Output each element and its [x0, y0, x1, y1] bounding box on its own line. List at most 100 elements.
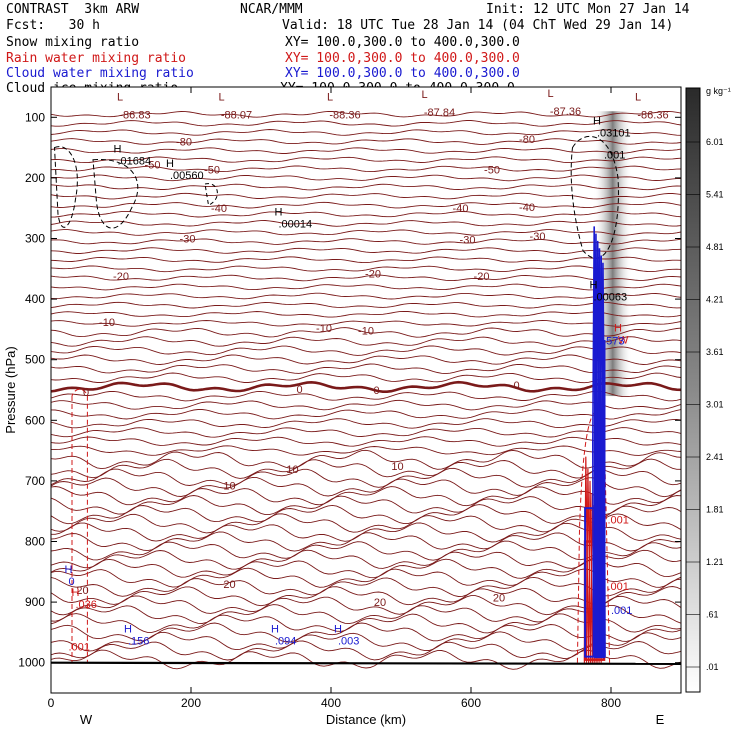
cloud-water-high-value: .003	[338, 635, 359, 647]
temperature-label: -20	[113, 271, 129, 283]
y-tick-label: 1000	[18, 656, 45, 670]
temperature-contour	[51, 467, 681, 488]
y-tick-label: 800	[25, 535, 45, 549]
header-org: NCAR/MMM	[240, 2, 303, 17]
temperature-label: -80	[176, 137, 192, 149]
field-rain-xy: XY= 100.0,300.0 to 400.0,300.0	[285, 51, 520, 66]
temperature-contour	[51, 156, 681, 164]
colorbar-tick-label: 4.81	[706, 242, 724, 252]
rain-high-marker: H	[72, 587, 80, 599]
snow-high-value: .00014	[279, 219, 313, 231]
temperature-label: 20	[493, 592, 505, 604]
x-tick-label: 800	[601, 696, 621, 710]
temperature-label: 0	[373, 385, 379, 397]
surface-line	[51, 661, 681, 666]
snow-high-marker: H	[166, 158, 174, 170]
temperature-label: -40	[453, 203, 469, 215]
temperature-contour	[51, 183, 681, 191]
temperature-label: -50	[145, 160, 161, 172]
cloud-water-high-value: .094	[275, 635, 296, 647]
low-marker: L	[548, 88, 554, 100]
temperature-contour	[51, 256, 681, 264]
snow-high-value: .00063	[594, 291, 628, 303]
temperature-contour	[51, 418, 681, 429]
temperature-contour	[51, 345, 681, 356]
temperature-label: 20	[223, 579, 235, 591]
colorbar-tick-label: 3.61	[706, 347, 724, 357]
colorbar-tick-label: 6.01	[706, 137, 724, 147]
y-tick-label: 600	[25, 413, 45, 427]
temperature-label: 0	[83, 387, 89, 399]
cloud-water-core	[594, 340, 606, 659]
temperature-contour	[51, 210, 681, 218]
temperature-contour	[51, 120, 681, 127]
temperature-contour	[51, 458, 681, 479]
temperature-label: -80	[519, 134, 535, 146]
contour-label: .001	[608, 514, 629, 526]
snow-contour	[53, 146, 78, 228]
cloud-water-high-marker: H	[593, 323, 601, 335]
colorbar-tick-label: 1.81	[706, 505, 724, 515]
low-marker: L	[327, 91, 333, 103]
west-label: W	[80, 712, 93, 727]
header-fcst: Fcst: 30 h	[6, 18, 100, 33]
rain-high-value: W	[618, 334, 629, 346]
low-marker: L	[219, 91, 225, 103]
header-init: Init: 12 UTC Mon 27 Jan 14	[486, 2, 690, 17]
temperature-contour	[51, 192, 681, 200]
snow-contour	[570, 135, 619, 259]
temperature-contour	[51, 631, 681, 652]
temperature-contour	[51, 504, 681, 525]
temperature-label: 0	[513, 380, 519, 392]
temperature-contour	[51, 613, 681, 634]
temperature-contour	[51, 604, 681, 625]
snow-high-marker: H	[275, 207, 283, 219]
cloud-water-high-value: .156	[128, 635, 149, 647]
colorbar-unit: g kg⁻¹	[706, 86, 731, 96]
temperature-contour	[51, 292, 681, 300]
temperature-label: -20	[474, 271, 490, 283]
low-marker: L	[635, 91, 641, 103]
temperature-contour	[51, 265, 681, 273]
contour-label: .001	[611, 605, 632, 617]
y-tick-label: 200	[25, 171, 45, 185]
temperature-contour	[51, 558, 681, 579]
east-label: E	[656, 712, 665, 727]
temperature-contour	[51, 310, 681, 318]
colorbar-tick-label: 5.41	[706, 190, 724, 200]
temperature-contour	[51, 409, 681, 420]
temperature-contour	[51, 649, 681, 670]
plot-frame	[50, 86, 682, 694]
field-snow-xy: XY= 100.0,300.0 to 400.0,300.0	[285, 35, 520, 50]
snow-high-marker: H	[114, 144, 122, 156]
temperature-label: -20	[365, 269, 381, 281]
temperature-label: 20	[374, 597, 386, 609]
temperature-contour	[51, 586, 681, 607]
temperature-label: 20	[76, 585, 88, 597]
colorbar-tick-label: 3.01	[706, 400, 724, 410]
cloud-water-high-marker: H	[334, 623, 342, 635]
cloud-water-high-marker: H	[65, 564, 73, 576]
temperature-label: -50	[484, 164, 500, 176]
temperature-contour	[51, 165, 681, 173]
temperature-contour	[51, 174, 681, 182]
temperature-contour	[51, 354, 681, 365]
y-tick-label: 300	[25, 232, 45, 246]
temperature-label: 10	[391, 461, 403, 473]
low-value: -88.36	[329, 109, 360, 121]
temperature-label: -10	[99, 317, 115, 329]
temperature-contour	[51, 138, 681, 145]
snow-high-marker: H	[590, 279, 598, 291]
temperature-contour	[51, 372, 681, 384]
y-axis-label: Pressure (hPa)	[3, 346, 18, 433]
rain-high-marker: H	[614, 322, 622, 334]
temperature-contour	[51, 390, 681, 402]
cloud-water-core	[584, 507, 598, 658]
temperature-contour	[51, 238, 681, 245]
temperature-label: -30	[530, 231, 546, 243]
field-rain-name: Rain water mixing ratio	[6, 51, 187, 66]
snow-high-value: .01684	[118, 156, 152, 168]
x-tick-label: 200	[181, 696, 201, 710]
header-model: CONTRAST 3km ARW	[6, 2, 140, 17]
temperature-contour	[51, 399, 681, 411]
